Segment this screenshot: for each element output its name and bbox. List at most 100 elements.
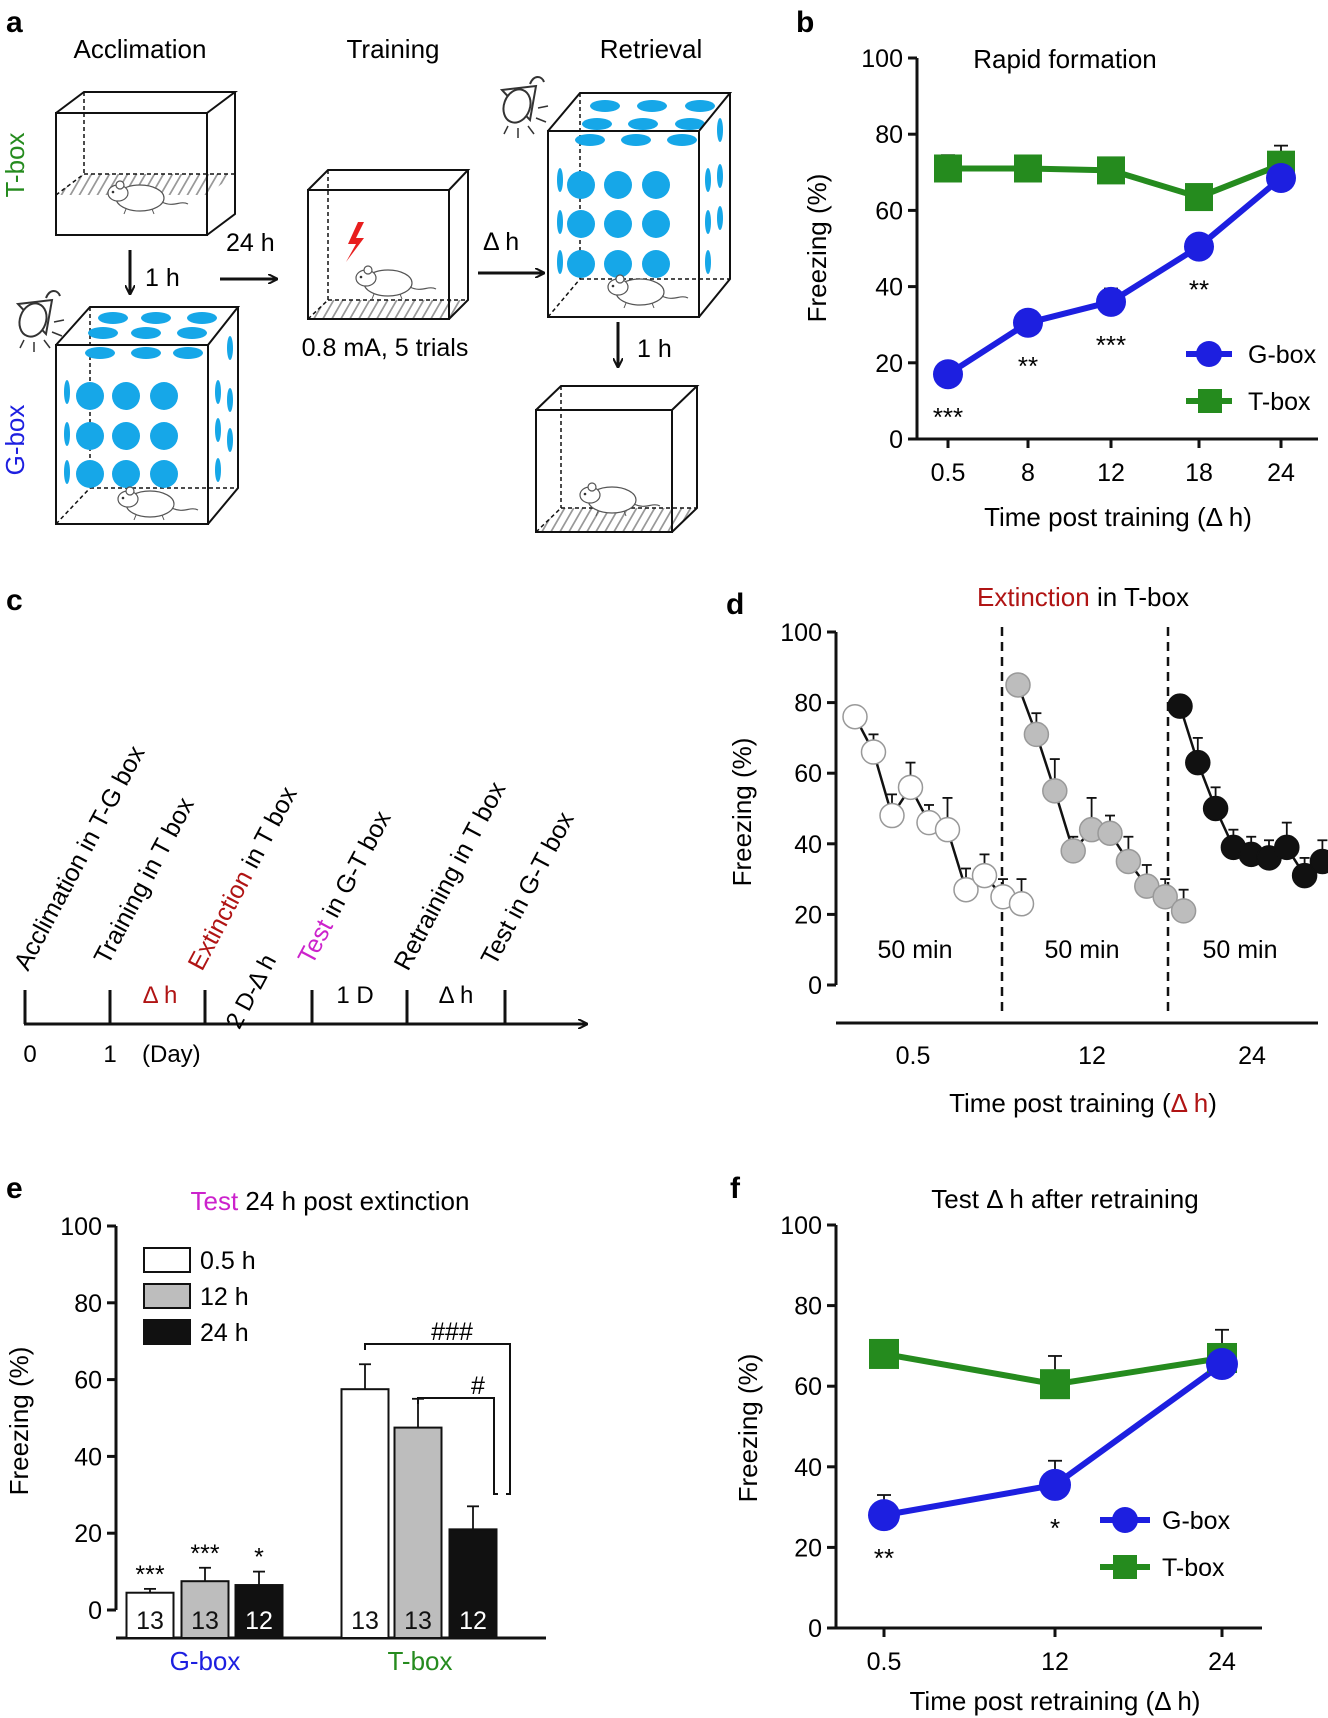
panel-b-label: b [796, 6, 814, 39]
panel-c: c 0 1 (Day) Δ h 2 D-Δ h 1 D Δ h Acclimat… [6, 584, 586, 1068]
interval-2: 2 D-Δ h [221, 950, 282, 1033]
panel-e-bracket-label: ### [431, 1318, 473, 1346]
gbox-point [868, 1499, 900, 1532]
panel-d-duration-label: 50 min [877, 936, 952, 964]
panel-d-point [971, 862, 998, 889]
mouse-icon [355, 265, 437, 300]
panel-d-title: Extinction in T-box [977, 582, 1189, 612]
panel-d-point [1170, 898, 1197, 924]
legend-gbox-label: G-box [1248, 341, 1317, 369]
panel-e-significance: *** [190, 1540, 219, 1568]
spot-pattern [64, 312, 233, 488]
panel-d-y-tick-label: 0 [808, 972, 822, 1000]
panel-d-point [842, 703, 868, 730]
panel-e-bar [180, 1580, 230, 1639]
panel-e-bracket [364, 1343, 511, 1495]
arrow-24h-label: 24 h [226, 229, 275, 257]
panel-d-point [1185, 749, 1211, 776]
legend-tbox-marker [1198, 389, 1222, 413]
panel-d-y-tick-label: 100 [780, 619, 822, 647]
panel-e-n-label: 12 [459, 1607, 487, 1635]
panel-e-y-tick-label: 20 [74, 1520, 102, 1548]
gbox-point [1013, 307, 1043, 338]
legend-gbox-marker [1112, 1507, 1138, 1533]
panel-d-point [1309, 848, 1328, 875]
panel-d-y-tick-label: 40 [794, 831, 822, 859]
panel-f-x-tick-label: 0.5 [867, 1648, 902, 1676]
panel-b-title: Rapid formation [973, 44, 1157, 74]
panel-e-x-tick-label: G-box [170, 1646, 241, 1676]
interval-4: Δ h [439, 982, 474, 1009]
panel-e-bar [234, 1584, 284, 1640]
panel-e-y-tick-label: 60 [74, 1367, 102, 1395]
timeline-day1: 1 [103, 1041, 116, 1068]
panel-e-legend-label: 12 h [200, 1283, 249, 1311]
panel-d-point [1274, 834, 1300, 861]
panel-e-legend-label: 24 h [200, 1319, 249, 1347]
panel-d-x-tick-label: 12 [1078, 1042, 1106, 1070]
mouse-icon [607, 274, 689, 309]
panel-d-y-axis-title: Freezing (%) [727, 738, 757, 887]
stage-retrieval-label: Retrieval [600, 34, 703, 64]
panel-e-n-label: 13 [404, 1607, 432, 1635]
panel-d-point [1291, 862, 1318, 889]
panel-d-y-tick-label: 80 [794, 690, 822, 718]
legend-gbox-label: G-box [1162, 1507, 1231, 1535]
timeline-day0: 0 [23, 1041, 36, 1068]
panel-d-label: d [726, 588, 744, 621]
lamp-icon [497, 76, 549, 139]
tbox-point [1185, 183, 1213, 212]
panel-e-legend-swatch [143, 1247, 191, 1273]
panel-f-significance: * [1050, 1513, 1060, 1543]
panel-f-y-tick-label: 0 [808, 1615, 822, 1643]
interval-1: Δ h [143, 982, 178, 1009]
panel-b-x-tick-label: 18 [1185, 459, 1213, 487]
panel-d: d 0 20 40 60 80 100 Extinction in T-box Time pos… [726, 582, 1328, 1118]
panel-f-y-axis-title: Freezing (%) [733, 1354, 763, 1503]
panel-d-point [1115, 848, 1142, 875]
panel-e-title: Test 24 h post extinction [191, 1186, 470, 1216]
panel-b-significance: ** [1018, 351, 1038, 381]
panel-d-duration-label: 50 min [1202, 936, 1277, 964]
panel-f-y-tick-label: 100 [780, 1212, 822, 1240]
panel-b-y-tick-label: 100 [861, 45, 903, 73]
panel-d-point [897, 774, 924, 801]
panel-b-y-tick-label: 20 [875, 350, 903, 378]
tbox-cage-acclimation [55, 91, 238, 236]
panel-d-x-tick-label: 0.5 [896, 1042, 931, 1070]
gbox-point [1206, 1348, 1238, 1381]
panel-b-y-tick-label: 80 [875, 121, 903, 149]
panel-e-x-tick-label: T-box [387, 1646, 452, 1676]
panel-d-point [1042, 778, 1068, 804]
arrow-1h-left-label: 1 h [145, 264, 180, 292]
event-acclimation: Acclimation in T-G box [9, 741, 151, 975]
arrow-delta-label: Δ h [483, 228, 519, 256]
event-test-final: Test in G-T box [476, 807, 580, 970]
panel-b: b 0 20 40 60 80 100 0.5 8 12 18 24 Time post trainin… [796, 6, 1318, 532]
panel-d-series-line [1016, 684, 1185, 912]
panel-c-label: c [6, 584, 23, 617]
panel-e-n-label: 13 [351, 1607, 379, 1635]
panel-f-x-axis-title: Time post retraining (Δ h) [910, 1686, 1201, 1716]
training-cage [307, 169, 471, 320]
gbox-label: G-box [0, 405, 30, 476]
stage-training-label: Training [347, 34, 440, 64]
event-extinction: Extinction in T box [183, 782, 303, 975]
panel-b-x-tick-label: 24 [1267, 459, 1295, 487]
panel-d-point [953, 876, 979, 903]
panel-d-point [1008, 891, 1035, 917]
panel-e-bar [125, 1591, 175, 1639]
panel-d-point [1060, 838, 1086, 864]
tbox-label: T-box [0, 132, 30, 197]
panel-b-y-tick-label: 60 [875, 197, 903, 225]
panel-d-duration-label: 50 min [1044, 936, 1119, 964]
panel-f-title: Test Δ h after retraining [931, 1184, 1198, 1214]
mouse-icon [117, 486, 199, 521]
panel-e-n-label: 12 [245, 1607, 273, 1635]
panel-d-point [879, 802, 905, 829]
panel-e-significance: * [254, 1544, 264, 1572]
gbox-point [1266, 163, 1296, 194]
panel-b-y-axis-title: Freezing (%) [802, 174, 832, 323]
panel-e-y-tick-label: 80 [74, 1290, 102, 1318]
